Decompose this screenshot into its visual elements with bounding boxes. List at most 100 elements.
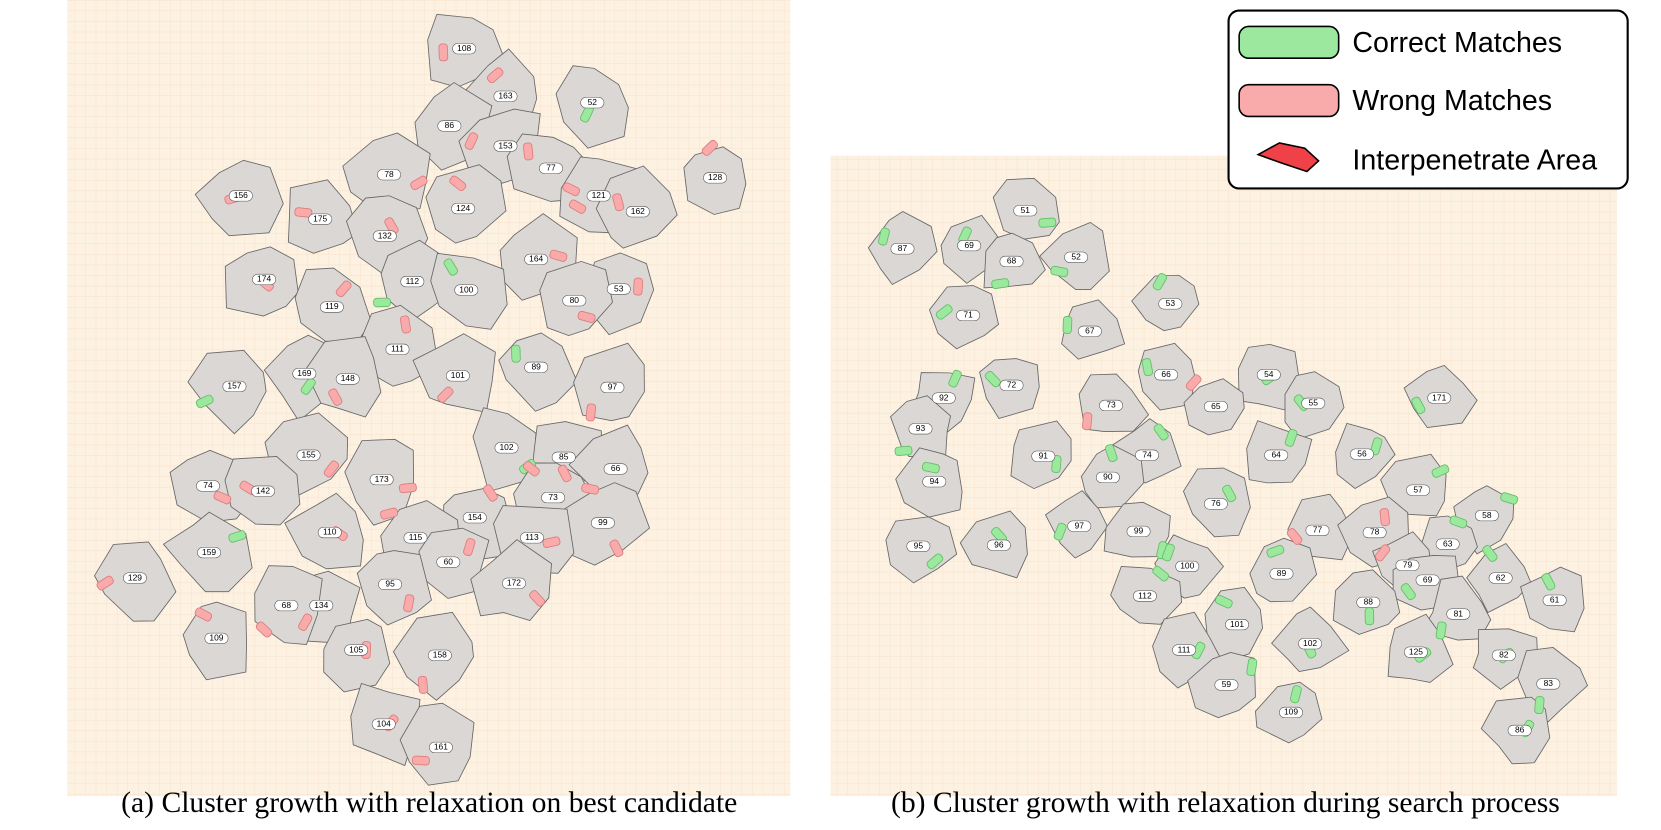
correct-match: [1038, 217, 1057, 228]
fragment-label: 89: [1277, 568, 1287, 578]
wrong-match: [96, 575, 114, 591]
fragment-label: 81: [1454, 608, 1464, 618]
fragment-label: 153: [498, 140, 512, 150]
legend-label: Interpenetrate Area: [1352, 145, 1597, 177]
correct-match: [1431, 464, 1450, 478]
wrong-match: [1374, 544, 1391, 562]
label-bubble: [196, 480, 220, 492]
wrong-match: [335, 280, 352, 298]
label-bubble: [1301, 397, 1326, 409]
fragment-label: 132: [378, 230, 392, 240]
caption-a: (a) Cluster growth with relaxation on be…: [121, 787, 737, 819]
wrong-match: [255, 621, 273, 638]
fragment-label: 79: [1403, 560, 1413, 570]
label-bubble: [1298, 638, 1322, 650]
correct-match: [1534, 696, 1545, 715]
correct-match: [1364, 607, 1375, 626]
label-bubble: [1135, 449, 1159, 461]
wrong-match: [568, 199, 587, 214]
wrong-match: [323, 460, 340, 478]
label-bubble: [1356, 596, 1381, 608]
label-bubble: [1099, 399, 1123, 412]
label-bubble: [551, 451, 576, 463]
correct-match: [1500, 492, 1519, 505]
wrong-match: [438, 43, 449, 62]
fragment-label: 61: [1550, 595, 1560, 605]
label-bubble: [1305, 524, 1330, 536]
fragment: [187, 349, 267, 435]
fragment-label: 125: [1409, 646, 1423, 656]
fragment-label: 89: [531, 362, 541, 372]
correct-match: [195, 394, 214, 409]
correct-match: [926, 553, 944, 570]
wrong-match: [410, 175, 428, 191]
label-bubble: [378, 578, 403, 590]
label-bubble: [252, 273, 277, 286]
correct-match: [1289, 685, 1302, 704]
fragment-label: 77: [1313, 525, 1323, 535]
correct-match: [1104, 444, 1118, 463]
fragment-label: 91: [1039, 451, 1049, 461]
correct-match: [1449, 515, 1468, 529]
fragment-label: 93: [916, 423, 926, 433]
fragment-label: 78: [384, 169, 394, 179]
wrong-match: [437, 386, 454, 403]
correct-match: [443, 258, 459, 276]
fragment-label: 73: [548, 492, 558, 502]
label-bubble: [436, 556, 461, 568]
label-bubble: [494, 442, 519, 454]
fragment-label: 124: [456, 203, 470, 213]
label-bubble: [493, 90, 518, 102]
fragment-label: 105: [349, 644, 363, 654]
label-bubble: [1488, 572, 1513, 584]
wrong-match: [1185, 374, 1202, 391]
label-bubble: [1350, 448, 1374, 460]
label-bubble: [1256, 369, 1281, 381]
fragment-label: 59: [1222, 679, 1232, 689]
label-bubble: [520, 532, 544, 544]
fragment-label: 60: [444, 556, 454, 566]
legend-swatch-correct: [1238, 25, 1340, 60]
wrong-match: [1081, 412, 1093, 431]
label-bubble: [1536, 678, 1561, 690]
label-bubble: [1406, 484, 1430, 496]
label-bubble: [371, 718, 396, 730]
fragment-label: 72: [1007, 380, 1017, 390]
wrong-match: [633, 277, 644, 296]
fragment-label: 74: [203, 480, 213, 490]
fragment-label: 99: [598, 517, 608, 527]
fragment-label: 100: [459, 284, 473, 294]
fragment-label: 128: [708, 172, 722, 182]
correct-match: [894, 445, 913, 456]
label-bubble: [906, 540, 931, 552]
label-bubble: [1077, 325, 1102, 337]
label-bubble: [222, 380, 247, 392]
wrong-match: [577, 310, 596, 323]
fragment-label: 158: [433, 650, 447, 660]
label-bubble: [344, 644, 369, 656]
label-bubble: [999, 379, 1024, 391]
fragment-label: 58: [1482, 510, 1492, 520]
fragment-label: 100: [1180, 561, 1194, 571]
correct-match: [1284, 428, 1298, 447]
fragment-label: 52: [588, 97, 598, 107]
label-bubble: [445, 370, 470, 382]
fragment-label: 155: [302, 449, 316, 459]
label-bubble: [1095, 471, 1120, 484]
label-bubble: [600, 381, 625, 394]
label-bubble: [372, 230, 397, 242]
legend-label: Wrong Matches: [1352, 85, 1552, 117]
label-bubble: [1415, 574, 1440, 586]
correct-match: [1266, 544, 1285, 558]
fragment-label: 108: [457, 43, 471, 53]
fragment-label: 159: [202, 547, 216, 557]
fragment-label: 86: [1515, 725, 1525, 735]
correct-match: [1246, 658, 1258, 677]
fragment-label: 109: [1284, 707, 1298, 717]
wrong-match: [612, 193, 625, 212]
wrong-match: [380, 507, 399, 520]
correct-match: [511, 344, 521, 363]
fragment-label: 156: [234, 190, 248, 200]
label-bubble: [403, 532, 428, 544]
